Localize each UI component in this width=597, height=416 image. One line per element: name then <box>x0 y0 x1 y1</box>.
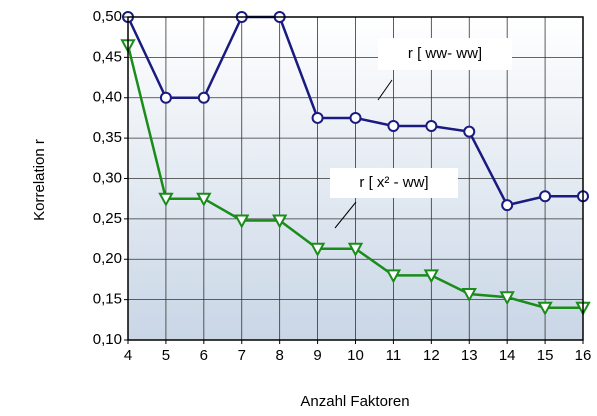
point <box>385 269 402 284</box>
y-tick-label: 0,45 <box>93 48 122 65</box>
point <box>387 120 400 133</box>
y-tick-label: 0,15 <box>93 291 122 308</box>
y-tick-label: 0,10 <box>93 331 122 348</box>
point <box>271 214 288 229</box>
y-tick-label: 0,50 <box>93 8 122 25</box>
point <box>311 111 324 124</box>
x-tick-label: 4 <box>124 347 132 364</box>
point <box>539 190 552 203</box>
y-tick-label: 0,40 <box>93 89 122 106</box>
y-tick-label: 0,35 <box>93 129 122 146</box>
point <box>158 192 174 207</box>
x-tick-label: 10 <box>347 347 364 364</box>
x-tick-label: 5 <box>162 347 170 364</box>
y-tick-label: 0,20 <box>93 250 122 267</box>
y-axis-label: Korrelation r <box>31 139 48 221</box>
x-tick-label: 6 <box>200 347 208 364</box>
x-tick-label: 12 <box>423 347 440 364</box>
x-axis-label: Anzahl Faktoren <box>300 393 409 410</box>
point <box>425 120 438 133</box>
leader-line <box>377 79 393 101</box>
annotation: r [ x² - ww] <box>359 174 428 191</box>
point <box>537 301 553 316</box>
point <box>234 214 250 229</box>
point <box>159 91 172 104</box>
point <box>347 242 364 257</box>
y-tick-label: 0,30 <box>93 169 122 186</box>
point <box>463 125 476 138</box>
point <box>309 242 326 257</box>
x-tick-label: 7 <box>238 347 246 364</box>
point <box>197 91 210 104</box>
x-tick-label: 9 <box>313 347 321 364</box>
annotation-box <box>330 168 458 198</box>
point <box>501 199 514 212</box>
point <box>423 269 440 284</box>
x-tick-label: 16 <box>575 347 592 364</box>
x-tick-label: 8 <box>275 347 283 364</box>
point <box>461 287 477 303</box>
annotation: r [ ww- ww] <box>408 45 482 62</box>
leader-line <box>334 201 357 229</box>
x-tick-label: 15 <box>537 347 554 364</box>
annotation-box <box>378 38 512 70</box>
point <box>349 111 362 124</box>
x-tick-label: 14 <box>499 347 516 364</box>
y-tick-label: 0,25 <box>93 210 122 227</box>
point <box>196 192 212 207</box>
point <box>499 291 515 306</box>
x-tick-label: 13 <box>461 347 478 364</box>
x-tick-label: 11 <box>386 347 402 364</box>
